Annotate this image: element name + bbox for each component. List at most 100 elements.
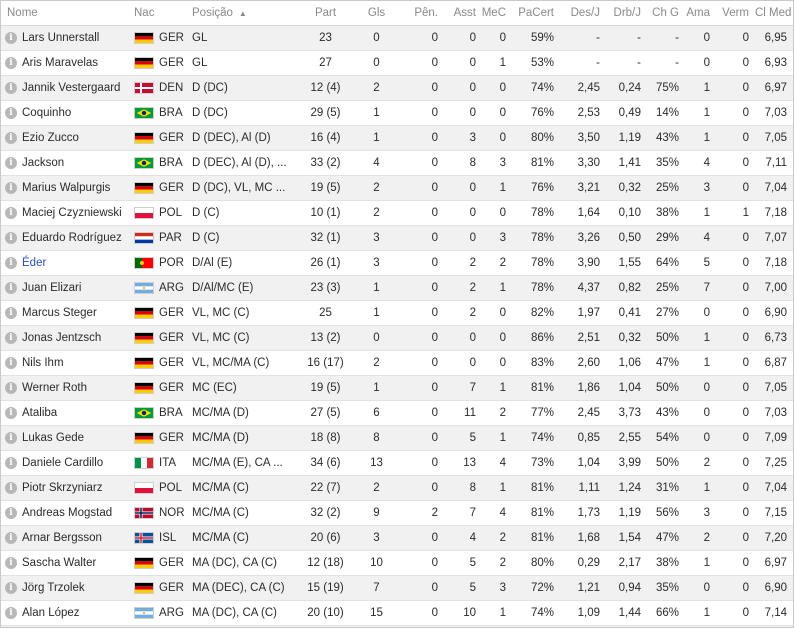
player-name-cell[interactable]: i Marcus Steger xyxy=(1,300,134,326)
info-icon[interactable]: i xyxy=(5,131,17,144)
column-header-part[interactable]: Part xyxy=(298,1,353,26)
table-row[interactable]: i Piotr Skrzyniarz POL MC/MA (C) 22 (7) 2 0 8 1 8… xyxy=(1,475,793,501)
player-name-cell[interactable]: i Alan López xyxy=(1,600,134,626)
player-name[interactable]: Jackson xyxy=(22,156,65,169)
table-row[interactable]: i Éder POR D/Al (E) 26 (1) 3 0 2 2 78% 3,90 1,55 64%… xyxy=(1,250,793,276)
player-name[interactable]: Juan Elizari xyxy=(22,281,82,294)
info-icon[interactable]: i xyxy=(5,181,17,194)
info-icon[interactable]: i xyxy=(5,281,17,294)
player-name[interactable]: Arnar Bergsson xyxy=(22,531,102,544)
player-name[interactable]: Eduardo Rodríguez xyxy=(22,231,122,244)
table-row[interactable]: i Jannik Vestergaard DEN D (DC) 12 (4) 2 0 0 0 74… xyxy=(1,75,793,101)
player-name-cell[interactable]: i Juan Elizari xyxy=(1,275,134,301)
player-name-cell[interactable]: i Daniele Cardillo xyxy=(1,450,134,476)
player-name[interactable]: Andreas Mogstad xyxy=(22,506,113,519)
player-name[interactable]: Jonas Jentzsch xyxy=(22,331,102,344)
player-name[interactable]: Aris Maravelas xyxy=(22,56,99,69)
player-name[interactable]: Lars Unnerstall xyxy=(22,31,100,44)
info-icon[interactable]: i xyxy=(5,506,17,519)
table-row[interactable]: i Daniele Cardillo ITA MC/MA (E), CA ... 34 … xyxy=(1,450,793,476)
player-name-cell[interactable]: i Marius Walpurgis xyxy=(1,175,134,201)
table-row[interactable]: i Maciej Czyzniewski POL D (C) 10 (1) 2 0 0 0 78%… xyxy=(1,200,793,226)
table-row[interactable]: i Eduardo Rodríguez PAR D (C) 32 (1) 3 0 0 3 78% 3… xyxy=(1,225,793,251)
player-name-cell[interactable]: i Andreas Mogstad xyxy=(1,500,134,526)
player-name[interactable]: Lukas Gede xyxy=(22,431,85,444)
table-row[interactable]: i Aris Maravelas GER GL 27 0 0 0 1 53% - - -0 0 6,93 xyxy=(1,50,793,76)
player-name-cell[interactable]: i Jannik Vestergaard xyxy=(1,75,134,101)
player-name[interactable]: Jannik Vestergaard xyxy=(22,81,121,94)
table-row[interactable]: i Sascha Walter GER MA (DC), CA (C) 12 (18) 1… xyxy=(1,550,793,576)
info-icon[interactable]: i xyxy=(5,31,17,44)
table-row[interactable]: i Werner Roth GER MC (EC) 19 (5) 1 0 7 1 81% 1,86 1… xyxy=(1,375,793,401)
info-icon[interactable]: i xyxy=(5,331,17,344)
table-row[interactable]: i Ezio Zucco GER D (DEC), Al (D) 16 (4) 1 0 3 0 8… xyxy=(1,125,793,151)
info-icon[interactable]: i xyxy=(5,156,17,169)
player-name-cell[interactable]: i Sascha Walter xyxy=(1,550,134,576)
table-row[interactable]: i Juan Elizari ARG D/Al/MC (E) 23 (3) 1 0 2 1 78%… xyxy=(1,275,793,301)
player-name[interactable]: Maciej Czyzniewski xyxy=(22,206,122,219)
player-name[interactable]: Marius Walpurgis xyxy=(22,181,111,194)
player-name-cell[interactable]: i Coquinho xyxy=(1,100,134,126)
column-header-chg[interactable]: Ch G xyxy=(641,1,679,26)
table-row[interactable]: i Jörg Trzolek GER MA (DEC), CA (C) 15 (19) 7… xyxy=(1,575,793,601)
table-row[interactable]: i Coquinho BRA D (DC) 29 (5) 1 0 0 0 76% 2,53 0,49 1… xyxy=(1,100,793,126)
player-name-cell[interactable]: i Maciej Czyzniewski xyxy=(1,200,134,226)
column-header-posicao[interactable]: Posição ▲ xyxy=(192,1,298,26)
table-row[interactable]: i Marius Walpurgis GER D (DC), VL, MC ... 19… xyxy=(1,175,793,201)
table-row[interactable]: i Lukas Gede GER MC/MA (D) 18 (8) 8 0 5 1 74% 0,85… xyxy=(1,425,793,451)
player-name-cell[interactable]: i Ataliba xyxy=(1,400,134,426)
player-name[interactable]: Marcus Steger xyxy=(22,306,97,319)
player-name[interactable]: Sascha Walter xyxy=(22,556,97,569)
column-header-mec[interactable]: MeC xyxy=(476,1,512,26)
player-name-cell[interactable]: i Jörg Trzolek xyxy=(1,575,134,601)
info-icon[interactable]: i xyxy=(5,356,17,369)
table-row[interactable]: i Ataliba BRA MC/MA (D) 27 (5) 6 0 11 2 77% 2,45 3,… xyxy=(1,400,793,426)
player-name-cell[interactable]: iTomás Leguizamón xyxy=(1,625,134,627)
column-header-pacert[interactable]: PaCert xyxy=(512,1,560,26)
player-name[interactable]: Jörg Trzolek xyxy=(22,581,85,594)
info-icon[interactable]: i xyxy=(5,556,17,569)
player-name[interactable]: Éder xyxy=(22,256,47,269)
table-row[interactable]: i Arnar Bergsson ISL MC/MA (C) 20 (6) 3 0 4 2 81%… xyxy=(1,525,793,551)
column-header-gls[interactable]: Gls xyxy=(353,1,400,26)
info-icon[interactable]: i xyxy=(5,306,17,319)
player-name[interactable]: Daniele Cardillo xyxy=(22,456,104,469)
table-row[interactable]: i Nils Ihm GER VL, MC/MA (C) 16 (17) 2 0 0 0 83% 2… xyxy=(1,350,793,376)
info-icon[interactable]: i xyxy=(5,231,17,244)
column-header-drbj[interactable]: Drb/J xyxy=(600,1,641,26)
player-name[interactable]: Nils Ihm xyxy=(22,356,64,369)
info-icon[interactable]: i xyxy=(5,456,17,469)
table-row[interactable]: i Lars Unnerstall GER GL 23 0 0 0 0 59% - - -0 0 6,95 xyxy=(1,25,793,51)
table-row[interactable]: i Andreas Mogstad NOR MC/MA (C) 32 (2) 9 2 7 4 81… xyxy=(1,500,793,526)
player-name[interactable]: Piotr Skrzyniarz xyxy=(22,481,103,494)
player-name-cell[interactable]: i Jonas Jentzsch xyxy=(1,325,134,351)
player-name-cell[interactable]: i Lars Unnerstall xyxy=(1,25,134,51)
player-name-cell[interactable]: i Ezio Zucco xyxy=(1,125,134,151)
table-row[interactable]: i Marcus Steger GER VL, MC (C) 25 1 0 2 0 82% 1,97… xyxy=(1,300,793,326)
player-name[interactable]: Ataliba xyxy=(22,406,58,419)
player-name[interactable]: Ezio Zucco xyxy=(22,131,79,144)
table-row[interactable]: i Alan López ARG MA (DC), CA (C) 20 (10) 15 0 1… xyxy=(1,600,793,626)
player-name-cell[interactable]: i Jackson xyxy=(1,150,134,176)
info-icon[interactable]: i xyxy=(5,206,17,219)
info-icon[interactable]: i xyxy=(5,106,17,119)
table-row[interactable]: i Jackson BRA D (DEC), Al (D), ... 33 (2) 4 0 8… xyxy=(1,150,793,176)
player-name-cell[interactable]: i Piotr Skrzyniarz xyxy=(1,475,134,501)
info-icon[interactable]: i xyxy=(5,256,17,269)
player-name-cell[interactable]: i Aris Maravelas xyxy=(1,50,134,76)
column-header-asst[interactable]: Asst xyxy=(444,1,476,26)
column-header-pen[interactable]: Pên. xyxy=(400,1,444,26)
player-name-cell[interactable]: i Arnar Bergsson xyxy=(1,525,134,551)
info-icon[interactable]: i xyxy=(5,481,17,494)
info-icon[interactable]: i xyxy=(5,531,17,544)
info-icon[interactable]: i xyxy=(5,431,17,444)
table-row[interactable]: i Jonas Jentzsch GER VL, MC (C) 13 (2) 0 0 0 0 86… xyxy=(1,325,793,351)
column-header-nac[interactable]: Nac xyxy=(134,1,192,26)
column-header-ama[interactable]: Ama xyxy=(679,1,716,26)
sort-ascending-icon[interactable]: ▲ xyxy=(238,9,247,18)
player-name[interactable]: Werner Roth xyxy=(22,381,87,394)
column-header-verm[interactable]: Verm xyxy=(716,1,755,26)
column-header-nome[interactable]: Nome xyxy=(1,1,134,26)
column-header-desj[interactable]: Des/J xyxy=(560,1,600,26)
player-name[interactable]: Alan López xyxy=(22,606,80,619)
